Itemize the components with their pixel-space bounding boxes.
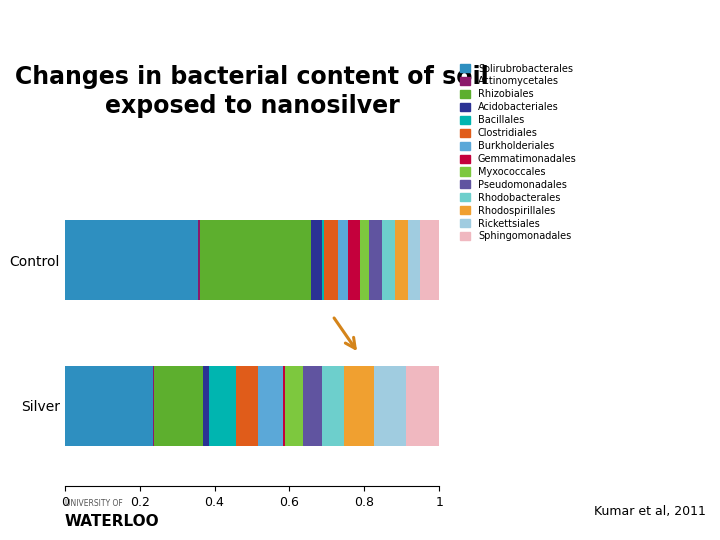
Bar: [338, 220, 348, 300]
Bar: [310, 220, 322, 300]
Bar: [369, 220, 382, 300]
Text: UNIVERSITY OF: UNIVERSITY OF: [65, 498, 122, 508]
Bar: [322, 220, 324, 300]
Bar: [395, 220, 408, 300]
Bar: [324, 220, 338, 300]
Bar: [65, 366, 153, 446]
Bar: [210, 366, 236, 446]
Bar: [258, 366, 283, 446]
Bar: [65, 220, 198, 300]
Text: Kumar et al, 2011: Kumar et al, 2011: [594, 505, 706, 518]
Text: WATERLOO: WATERLOO: [65, 514, 159, 529]
Bar: [153, 366, 154, 446]
Bar: [407, 366, 439, 446]
Bar: [198, 220, 199, 300]
Legend: Solirubrobacterales, Actinomycetales, Rhizobiales, Acidobacteriales, Bacillales,: Solirubrobacterales, Actinomycetales, Rh…: [459, 62, 579, 244]
Text: Changes in bacterial content of soil
exposed to nanosilver: Changes in bacterial content of soil exp…: [15, 65, 489, 118]
Bar: [374, 366, 407, 446]
Bar: [236, 366, 258, 446]
Bar: [382, 220, 395, 300]
Bar: [154, 366, 203, 446]
Bar: [322, 366, 344, 446]
Bar: [283, 366, 285, 446]
Bar: [203, 366, 210, 446]
Bar: [303, 366, 322, 446]
Bar: [408, 220, 420, 300]
Bar: [420, 220, 439, 300]
Bar: [344, 366, 374, 446]
Bar: [361, 220, 369, 300]
Bar: [348, 220, 361, 300]
Bar: [285, 366, 303, 446]
Bar: [199, 220, 310, 300]
